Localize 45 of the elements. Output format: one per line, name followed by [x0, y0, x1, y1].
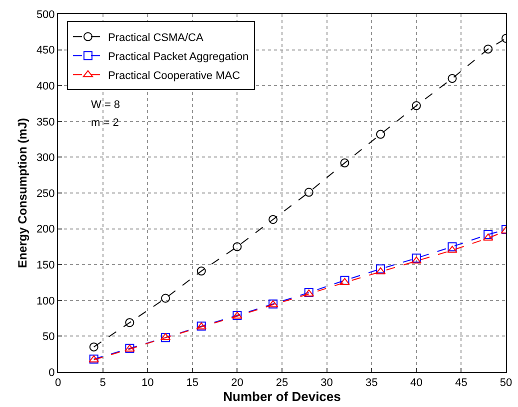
point [412, 101, 421, 110]
y-tick-label: 0 [48, 366, 55, 379]
point [376, 264, 386, 274]
point [376, 130, 386, 139]
y-tick-label: 100 [36, 295, 55, 308]
point [89, 342, 98, 352]
y-tick-label: 400 [36, 80, 55, 92]
point [196, 266, 206, 276]
x-tick-label: 35 [365, 377, 378, 390]
point [125, 318, 134, 328]
x-tick-label: 10 [141, 377, 154, 390]
y-tick-label: 450 [36, 44, 55, 57]
point [484, 44, 493, 54]
y-tick-label: 50 [42, 331, 55, 344]
y-tick-label: 250 [36, 188, 55, 200]
x-tick-label: 40 [410, 377, 423, 390]
point [161, 294, 170, 303]
x-tick-label: 20 [231, 377, 244, 390]
x-tick-label: 15 [186, 377, 199, 390]
point [304, 188, 314, 197]
annotation: m = 2 [91, 117, 119, 129]
y-tick-label: 350 [36, 116, 55, 128]
legend-label: Practical CSMA/CA [108, 32, 204, 44]
y-tick-label: 150 [36, 259, 55, 272]
x-tick-label: 30 [320, 377, 333, 390]
point [447, 246, 458, 253]
y-axis-title: Energy Consumption (mJ) [16, 118, 30, 268]
point [340, 158, 350, 168]
legend-label: Practical Cooperative MAC [108, 70, 240, 82]
legend-label: Practical Packet Aggregation [108, 50, 249, 63]
annotation: W = 8 [91, 99, 120, 111]
x-tick-label: 25 [276, 377, 288, 390]
x-tick-label: 50 [500, 377, 512, 390]
point [484, 230, 493, 240]
point [232, 242, 242, 252]
point [268, 214, 278, 224]
point [448, 74, 457, 83]
y-tick-label: 200 [36, 224, 55, 236]
point [448, 242, 457, 252]
x-axis-title: Number of Devices [223, 389, 341, 404]
x-tick-label: 45 [455, 377, 468, 390]
y-tick-label: 500 [36, 8, 55, 21]
point [412, 254, 421, 263]
x-tick-label: 5 [100, 377, 106, 390]
y-tick-label: 300 [36, 152, 55, 164]
